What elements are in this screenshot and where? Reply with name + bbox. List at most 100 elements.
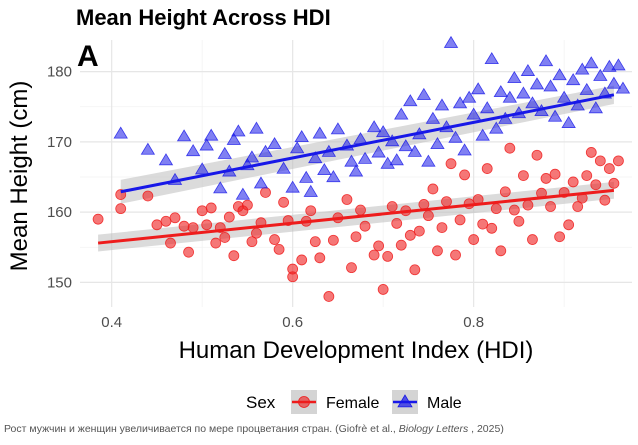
male-point [317, 163, 332, 176]
female-point [513, 215, 525, 227]
scatter-points [92, 35, 631, 302]
male-point [176, 129, 192, 142]
female-point [427, 183, 439, 195]
female-point [219, 232, 231, 243]
female-point [373, 240, 385, 252]
tick-labels: 0.4 0.6 0.8 150 160 170 180 [47, 64, 484, 331]
female-point [151, 219, 163, 231]
female-point [196, 205, 208, 217]
male-point [330, 122, 346, 135]
male-point [294, 129, 309, 143]
male-point [158, 153, 174, 166]
female-point [178, 220, 190, 232]
male-point [525, 96, 540, 109]
male-point [475, 128, 490, 141]
female-point [201, 219, 213, 231]
caption: Рост мужчин и женщин увеличивается по ме… [4, 423, 504, 435]
male-point [416, 87, 432, 100]
female-point [531, 149, 543, 161]
female-point [382, 251, 394, 262]
female-point [327, 234, 339, 246]
male-point [185, 144, 201, 157]
male-point [593, 68, 608, 81]
male-point [394, 107, 409, 120]
female-point [563, 219, 575, 231]
male-point [308, 151, 323, 164]
female-point [495, 245, 507, 257]
female-point [278, 196, 290, 208]
male-point [470, 82, 486, 95]
legend: Sex Female Male [246, 390, 462, 414]
female-point [567, 176, 579, 188]
male-point [461, 90, 477, 103]
trend-line-female [97, 188, 615, 245]
female-point [499, 186, 511, 198]
legend-label-female: Female [326, 395, 379, 412]
female-point [368, 249, 380, 261]
x-tick-label: 0.6 [282, 314, 303, 331]
female-point [92, 213, 104, 225]
male-point [421, 154, 436, 167]
female-point [242, 199, 253, 211]
caption-year: , 2025) [468, 423, 504, 435]
female-point [228, 250, 240, 262]
female-point [210, 237, 222, 249]
legend-label-male: Male [427, 395, 462, 412]
female-point [613, 155, 624, 167]
male-point [584, 56, 599, 69]
male-point [253, 176, 269, 189]
female-point [540, 173, 552, 184]
y-tick-label: 170 [47, 134, 72, 151]
x-tick-label: 0.4 [101, 314, 122, 331]
female-point [432, 245, 443, 257]
female-point [323, 291, 335, 302]
female-point [581, 170, 593, 182]
male-point [516, 86, 531, 99]
chart-title: Mean Height Across HDI [76, 5, 331, 30]
female-point [454, 214, 466, 226]
male-point [326, 170, 341, 183]
female-point [490, 203, 502, 215]
female-point [549, 168, 561, 180]
male-point [489, 121, 504, 134]
male-point [570, 98, 585, 111]
male-point [547, 109, 563, 122]
female-point [459, 169, 470, 181]
y-tick-label: 160 [47, 204, 72, 221]
male-point [276, 161, 291, 174]
female-point [590, 179, 602, 191]
female-point [603, 163, 615, 174]
legend-circle-icon [298, 396, 310, 408]
male-point [213, 181, 228, 194]
female-point [599, 194, 611, 206]
male-point [398, 139, 413, 152]
male-point [561, 115, 576, 128]
male-point [235, 187, 251, 200]
male-point [258, 144, 273, 157]
female-point [413, 225, 425, 237]
male-point [520, 63, 536, 76]
male-point [606, 76, 622, 89]
female-point [422, 210, 434, 222]
male-point [543, 79, 558, 92]
male-point [289, 141, 305, 154]
female-point [355, 204, 366, 216]
male-point [556, 90, 572, 103]
female-point [585, 147, 597, 158]
male-point [565, 73, 581, 86]
grid [80, 40, 632, 307]
male-point [575, 62, 590, 75]
female-point [287, 263, 299, 275]
female-point [468, 234, 480, 245]
male-point [538, 54, 554, 67]
male-point [579, 82, 594, 95]
female-point [445, 158, 457, 170]
caption-journal: Biology Letters [398, 423, 469, 435]
male-point [244, 150, 260, 163]
female-point [309, 236, 321, 248]
male-point [588, 101, 604, 114]
male-point [303, 184, 318, 197]
female-point [205, 202, 217, 214]
female-point [377, 284, 389, 295]
female-point [436, 222, 448, 234]
